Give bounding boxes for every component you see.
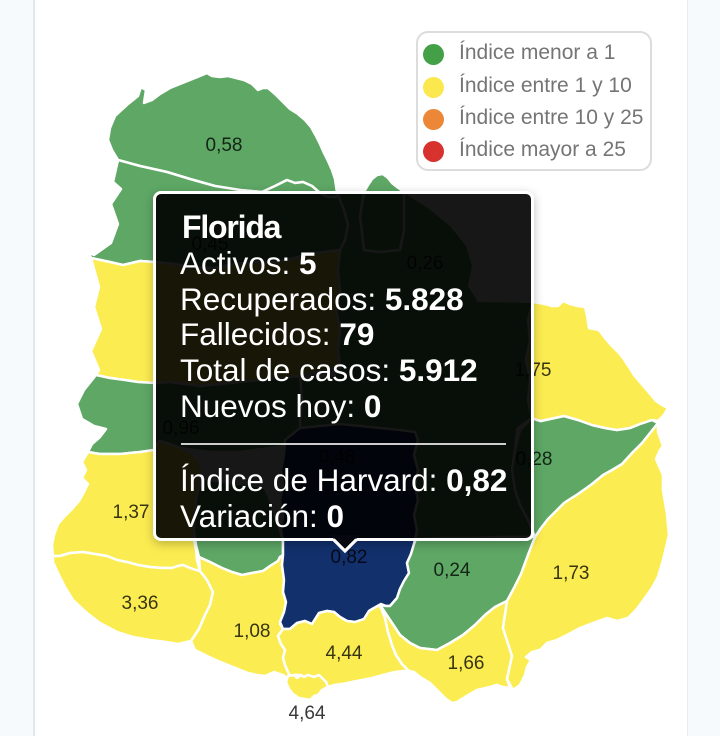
svg-text:1,73: 1,73 — [553, 563, 590, 584]
svg-text:0,24: 0,24 — [434, 560, 471, 581]
svg-text:0,58: 0,58 — [206, 135, 243, 156]
svg-text:4,64: 4,64 — [289, 703, 326, 724]
svg-text:4,44: 4,44 — [326, 643, 363, 664]
svg-text:3,36: 3,36 — [122, 593, 159, 614]
svg-text:1,37: 1,37 — [113, 502, 150, 523]
svg-text:1,66: 1,66 — [448, 653, 485, 674]
svg-text:1,08: 1,08 — [234, 621, 271, 642]
svg-text:0,82: 0,82 — [331, 547, 368, 568]
